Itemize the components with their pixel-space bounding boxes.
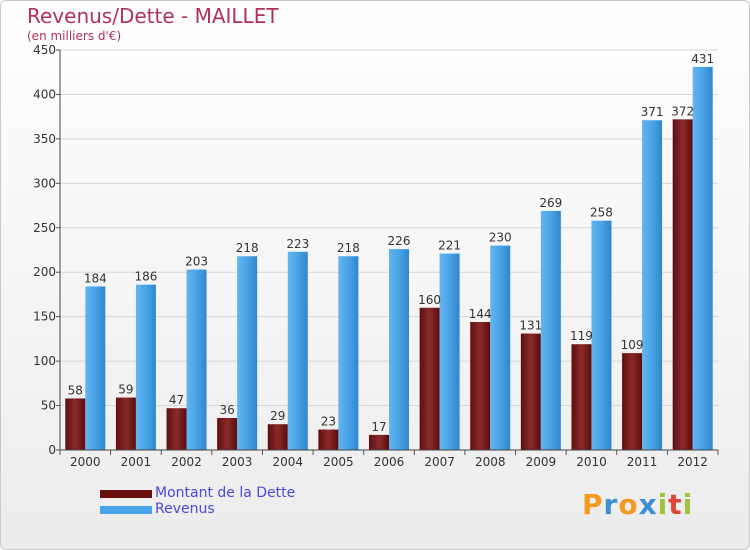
y-tick-label: 400 [33, 87, 56, 101]
data-label-revenus: 218 [236, 241, 259, 255]
bar-dette [217, 418, 238, 450]
y-tick-label: 100 [33, 354, 56, 368]
bar-revenus [591, 220, 612, 450]
data-label-dette: 372 [671, 104, 694, 118]
bar-revenus [287, 251, 308, 450]
data-label-revenus: 258 [590, 206, 613, 220]
bar-dette [318, 429, 339, 450]
bar-revenus [389, 249, 409, 450]
bar-dette [65, 398, 86, 450]
data-label-dette: 47 [169, 393, 184, 407]
data-label-dette: 23 [321, 415, 336, 429]
data-label-dette: 36 [220, 403, 235, 417]
legend-swatch-revenus [100, 506, 152, 514]
y-tick-label: 0 [48, 443, 56, 457]
y-tick-label: 250 [33, 221, 56, 235]
x-tick-label: 2009 [526, 455, 557, 469]
x-tick-label: 2006 [374, 455, 405, 469]
legend-label-revenus: Revenus [155, 501, 215, 517]
bar-revenus [85, 286, 106, 450]
x-tick-label: 2007 [424, 455, 455, 469]
y-tick-label: 450 [33, 43, 56, 57]
bar-revenus [237, 256, 258, 450]
y-tick-label: 200 [33, 265, 56, 279]
bar-dette [520, 333, 541, 450]
y-tick-label: 300 [33, 176, 56, 190]
logo-letter: i [682, 488, 694, 521]
x-tick-label: 2000 [70, 455, 101, 469]
data-label-dette: 144 [469, 307, 492, 321]
logo-letter: x [638, 488, 658, 521]
x-tick-label: 2010 [576, 455, 607, 469]
bar-revenus [186, 269, 207, 450]
logo-letter: o [618, 488, 639, 521]
x-tick-label: 2002 [171, 455, 202, 469]
bar-dette [369, 434, 389, 450]
y-tick-label: 150 [33, 310, 56, 324]
bar-dette [622, 353, 643, 450]
bar-dette [571, 344, 592, 450]
x-tick-label: 2008 [475, 455, 506, 469]
bar-revenus [135, 284, 156, 450]
bar-dette [470, 322, 491, 450]
data-label-revenus: 218 [337, 241, 360, 255]
bar-revenus [338, 256, 359, 450]
data-label-revenus: 223 [286, 237, 309, 251]
bar-revenus [540, 210, 561, 450]
logo-letter: i [657, 488, 669, 521]
data-label-revenus: 371 [641, 105, 664, 119]
data-label-revenus: 203 [185, 255, 208, 269]
x-tick-label: 2012 [677, 455, 708, 469]
data-label-revenus: 221 [438, 239, 461, 253]
logo-letter: r [603, 488, 619, 521]
data-label-dette: 109 [621, 338, 644, 352]
x-tick-label: 2011 [627, 455, 658, 469]
x-tick-label: 2003 [222, 455, 253, 469]
data-label-dette: 160 [418, 293, 441, 307]
data-label-dette: 17 [371, 420, 386, 434]
bar-dette [166, 408, 187, 450]
data-label-dette: 58 [68, 383, 83, 397]
bar-revenus [439, 253, 460, 450]
bar-dette [419, 307, 440, 450]
bar-dette [672, 119, 693, 450]
data-labels: 58 184 59 186 47 203 36 218 29 223 23 218 17 226 160 22… [68, 52, 714, 434]
y-tick-label: 50 [41, 399, 56, 413]
bar-revenus [692, 66, 713, 450]
bar-dette [267, 424, 288, 450]
x-tick-label: 2001 [121, 455, 152, 469]
data-label-dette: 59 [118, 383, 133, 397]
data-label-revenus: 230 [489, 231, 512, 245]
data-label-revenus: 431 [691, 52, 714, 66]
bar-revenus [490, 245, 511, 450]
x-tick-label: 2004 [272, 455, 303, 469]
chart-subtitle: (en milliers d'€) [27, 29, 122, 43]
data-label-dette: 131 [519, 319, 542, 333]
legend-swatch-dette [100, 490, 152, 498]
data-label-dette: 29 [270, 409, 285, 423]
axes: 0 50 100 150 200 250 300 350 400 450 2000 2001 2002 2… [33, 43, 719, 469]
x-tick-label: 2005 [323, 455, 354, 469]
bar-revenus [642, 120, 663, 450]
bar-dette [115, 397, 136, 450]
proxiti-logo: Proxiti [582, 488, 693, 521]
chart-title: Revenus/Dette - MAILLET [27, 4, 279, 28]
data-label-revenus: 184 [84, 271, 107, 285]
logo-letter: t [668, 488, 683, 521]
logo-letter: P [582, 488, 604, 521]
data-label-revenus: 186 [134, 270, 157, 284]
bars [65, 66, 713, 450]
data-label-revenus: 226 [388, 234, 411, 248]
y-tick-label: 350 [33, 132, 56, 146]
data-label-revenus: 269 [539, 196, 562, 210]
data-label-dette: 119 [570, 329, 593, 343]
legend-label-dette: Montant de la Dette [155, 485, 296, 501]
